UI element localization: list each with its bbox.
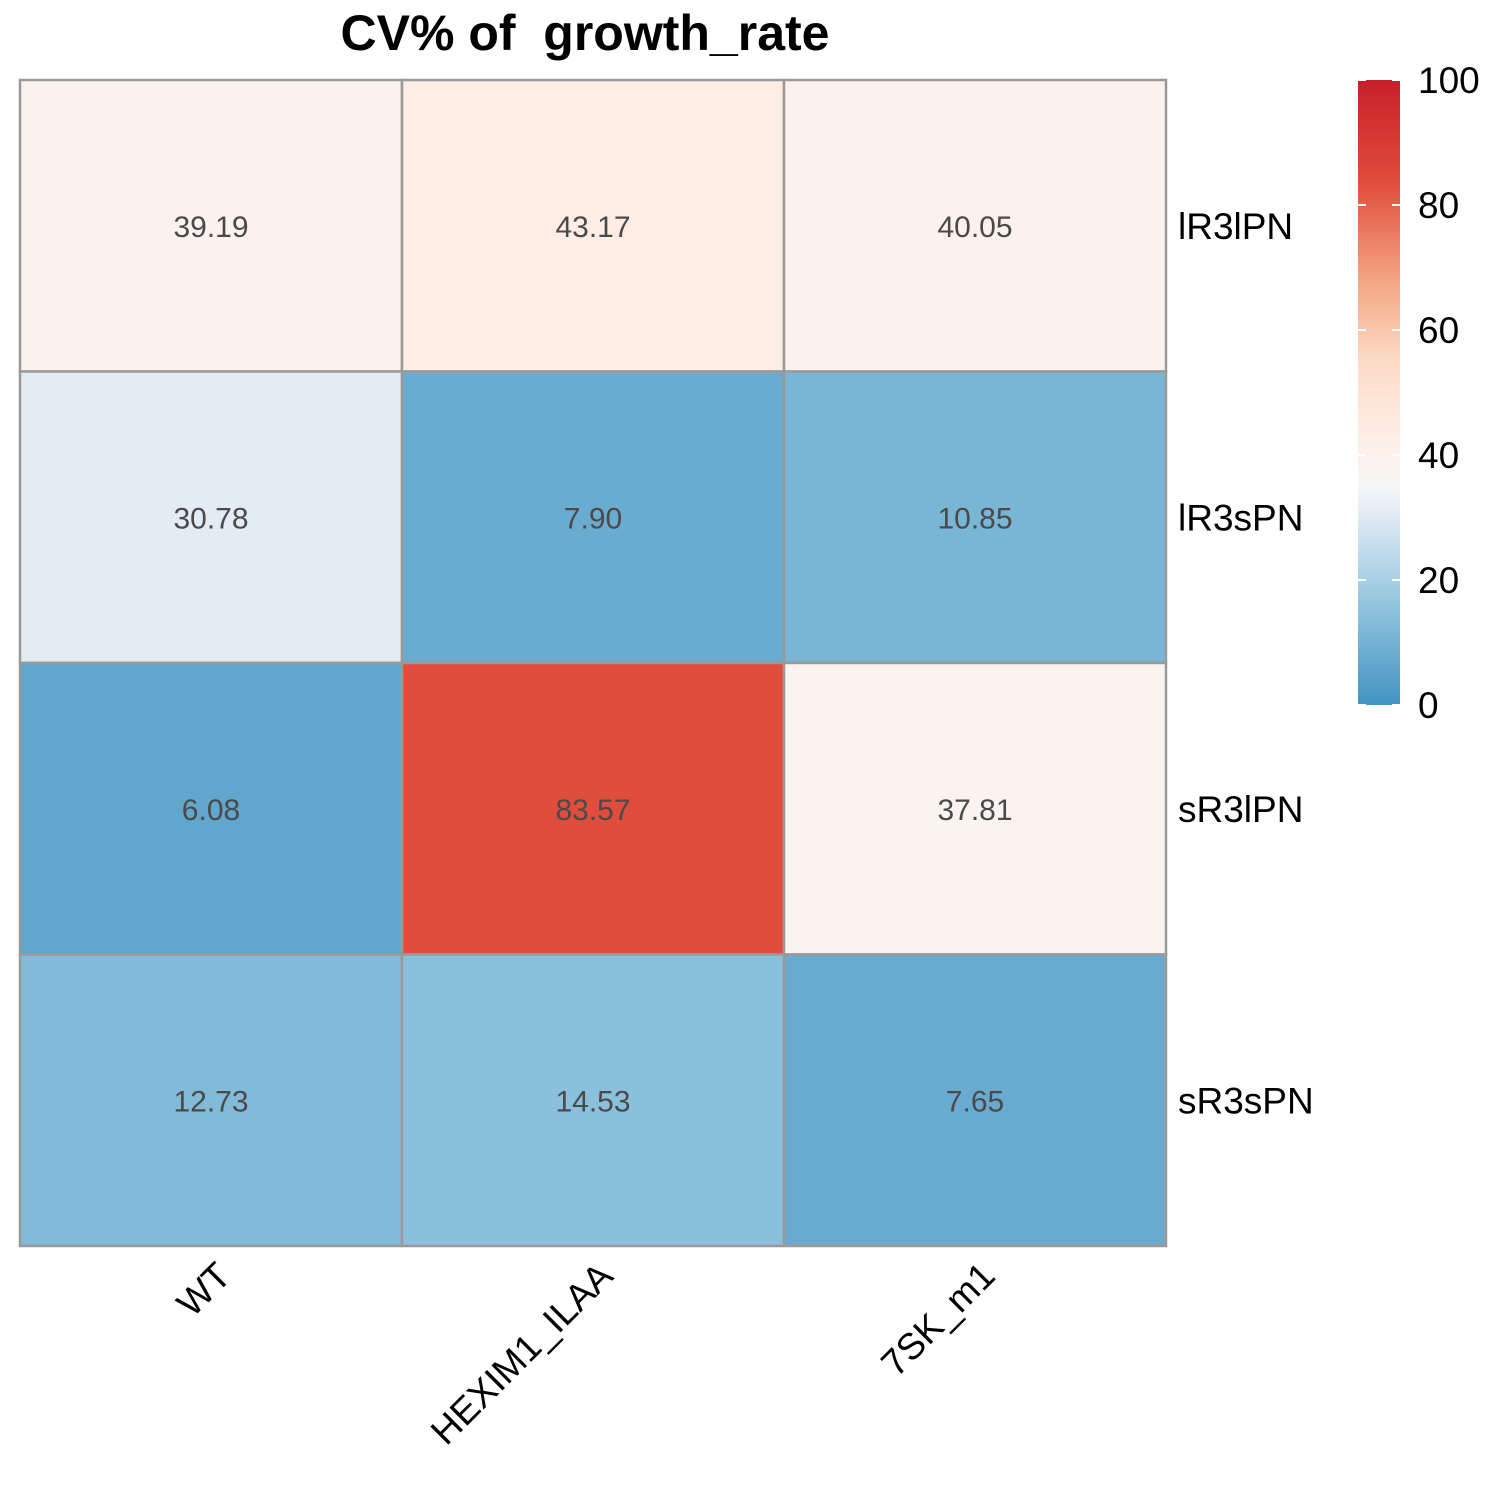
cell-value-label: 10.85 [937, 502, 1012, 535]
legend-tick-label: 100 [1418, 60, 1480, 101]
color-legend: 0 20 40 60 80 100 [1358, 60, 1480, 726]
column-label: WT [169, 1255, 239, 1325]
cell-value-label: 14.53 [555, 1085, 630, 1118]
cell-value-label: 12.73 [173, 1085, 248, 1118]
row-label: sR3sPN [1178, 1080, 1314, 1121]
heatmap-cell [400, 661, 786, 956]
cell-value-label: 6.08 [182, 794, 240, 827]
cell-value-label: 37.81 [937, 794, 1012, 827]
chart-title: CV% of growth_rate [341, 5, 830, 61]
cell-value-label: 43.17 [555, 211, 630, 244]
heatmap-cell [782, 953, 1168, 1248]
heatmap-cell [18, 78, 404, 373]
cell-value-label: 39.19 [173, 211, 248, 244]
cell-value-label: 7.65 [946, 1085, 1004, 1118]
legend-ticks: 0 20 40 60 80 100 [1358, 60, 1480, 726]
heatmap-cell [400, 370, 786, 665]
legend-tick-label: 80 [1418, 185, 1459, 226]
cell-value-label: 40.05 [937, 211, 1012, 244]
column-labels: WT HEXIM1_ILAA 7SK_m1 [169, 1254, 1003, 1452]
heatmap-cell [782, 78, 1168, 373]
cell-value-label: 7.90 [564, 502, 622, 535]
legend-tick-label: 40 [1418, 435, 1459, 476]
column-label: HEXIM1_ILAA [423, 1254, 621, 1452]
heatmap-cell [782, 370, 1168, 665]
heatmap-cell [400, 78, 786, 373]
cell-value-label: 83.57 [555, 794, 630, 827]
legend-tick-label: 20 [1418, 560, 1459, 601]
row-label: lR3sPN [1178, 497, 1303, 538]
column-label: 7SK_m1 [873, 1255, 1002, 1384]
legend-tick-label: 60 [1418, 310, 1459, 351]
row-label: sR3lPN [1178, 789, 1303, 830]
legend-color-bar [1358, 80, 1400, 705]
heatmap-cell [18, 953, 404, 1248]
row-labels: lR3lPN lR3sPN sR3lPN sR3sPN [1178, 206, 1314, 1122]
heatmap-cell [18, 370, 404, 665]
heatmap-cells: 39.19 43.17 40.05 30.78 7.90 10.85 6.08 83.57 37… [18, 78, 1168, 1248]
cell-value-label: 30.78 [173, 502, 248, 535]
row-label: lR3lPN [1178, 206, 1293, 247]
legend-tick-label: 0 [1418, 685, 1439, 726]
